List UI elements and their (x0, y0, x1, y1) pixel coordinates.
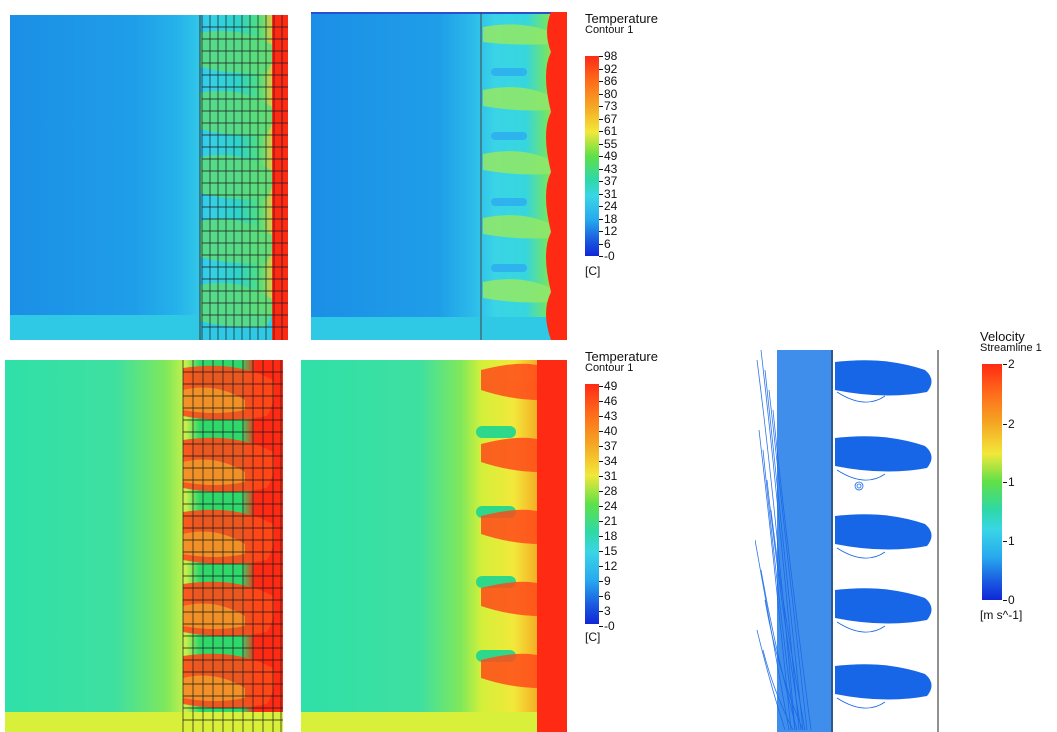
temperature-contour-top-mesh (10, 15, 288, 340)
tick-label: -0 (599, 249, 615, 263)
legend-subtitle: Contour 1 (585, 24, 634, 36)
legend-subtitle: Contour 1 (585, 362, 634, 374)
wake-streamlines (836, 391, 886, 709)
temperature-legend-top: Temperature Contour 1 98 92 86 80 73 67 … (585, 12, 665, 292)
tick-labels: 49 46 43 40 37 34 31 28 24 21 18 15 12 9… (598, 379, 654, 640)
temperature-contour-bottom-mesh (5, 360, 283, 732)
tick-label: 1 (1003, 475, 1015, 489)
tick-label: 31 (598, 469, 618, 483)
vortex-regions (835, 360, 932, 700)
tick-label: 46 (598, 394, 618, 408)
contour-plot-bottom-middle (301, 360, 567, 732)
color-scale-bar (585, 384, 599, 624)
tick-label: 37 (598, 174, 618, 188)
tick-label: 92 (598, 61, 618, 76)
legend-title: Velocity (980, 329, 1025, 344)
temperature-contour-top (311, 12, 567, 340)
temperature-contour-bottom (301, 360, 567, 732)
tick-labels: 2 2 1 1 0 (1003, 357, 1038, 608)
tick-label: 34 (598, 454, 618, 468)
velocity-legend: Velocity Streamline 1 2 2 1 1 0 [m s^-1] (980, 330, 1057, 640)
tick-label: 12 (598, 224, 618, 238)
streamlines (755, 350, 812, 731)
tick-label: 6 (599, 236, 611, 251)
tick-label: 43 (598, 161, 618, 176)
tick-label: 80 (598, 86, 618, 101)
tick-label: 0 (1003, 593, 1015, 607)
tick-label: 6 (599, 589, 611, 603)
tick-label: 15 (598, 544, 618, 558)
mesh-grid (182, 360, 283, 732)
legend-unit: [m s^-1] (980, 608, 1023, 622)
tick-label: 12 (598, 559, 618, 573)
mesh-grid (201, 15, 288, 340)
tick-label: 73 (598, 99, 618, 113)
contour-plot-top-middle (311, 12, 567, 340)
tick-label: 49 (598, 379, 618, 393)
tick-labels: 98 92 86 80 73 67 61 55 49 43 37 31 24 1… (598, 49, 654, 270)
velocity-streamline-plot (755, 350, 945, 732)
tick-label: 86 (598, 74, 618, 88)
tick-label: 43 (598, 409, 618, 423)
tick-label: 55 (598, 136, 618, 151)
temperature-legend-bottom: Temperature Contour 1 49 46 43 40 37 34 … (585, 350, 665, 650)
tick-label: 18 (598, 211, 618, 226)
tick-label: -0 (599, 619, 615, 633)
contour-plot-top-left (10, 15, 288, 340)
legend-title: Temperature (585, 349, 658, 364)
legend-subtitle: Streamline 1 (980, 342, 1042, 354)
tick-label: 37 (598, 439, 618, 453)
tick-label: 2 (1003, 357, 1015, 371)
tick-label: 49 (598, 149, 618, 163)
tick-label: 98 (598, 49, 618, 63)
tick-label: 21 (598, 514, 618, 528)
legend-unit: [C] (585, 264, 601, 278)
contour-plot-bottom-left (5, 360, 283, 732)
streamline-plot (755, 350, 945, 732)
tick-label: 61 (598, 124, 618, 138)
tick-label: 24 (598, 199, 618, 213)
tick-label: 28 (598, 484, 618, 498)
tick-label: 2 (1003, 417, 1015, 431)
tick-label: 9 (599, 574, 611, 588)
tick-label: 31 (598, 186, 618, 201)
legend-unit: [C] (585, 630, 601, 644)
tick-label: 40 (598, 424, 618, 438)
tick-label: 1 (1003, 534, 1015, 548)
tick-label: 24 (598, 499, 618, 513)
color-scale-bar (982, 364, 1002, 600)
legend-title: Temperature (585, 11, 658, 26)
tick-label: 18 (598, 529, 618, 543)
tick-label: 67 (598, 111, 618, 126)
tick-label: 3 (599, 604, 611, 618)
color-scale-bar (585, 56, 599, 256)
